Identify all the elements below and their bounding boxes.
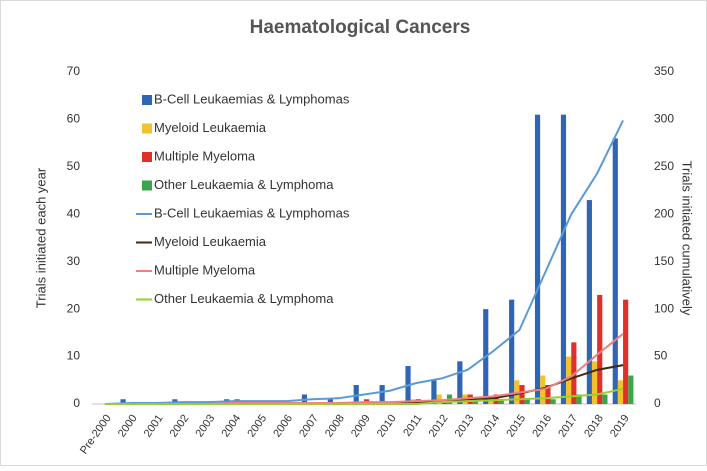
y-tick-label: 50 [67,159,81,173]
legend-label: B-Cell Leukaemias & Lymphomas [154,205,350,220]
bar [519,385,525,404]
bar [488,399,494,404]
y2-tick-label: 250 [654,159,674,173]
bar [597,294,603,404]
bar [586,200,592,404]
y2-tick-label: 150 [654,254,674,268]
bar [623,299,629,404]
bar [534,114,541,404]
bar [353,385,359,404]
y-tick-label: 0 [73,396,80,410]
y2-tick-label: 200 [654,206,674,220]
bar [120,399,126,404]
line [104,119,624,405]
y2-tick-label: 100 [654,301,674,315]
bar [379,385,385,404]
bar [628,375,634,404]
line [104,387,624,405]
y-axis-label: Trials initiated each year [33,167,48,308]
bar [602,394,608,404]
legend-swatch [142,180,152,191]
y-tick-label: 40 [67,206,81,220]
y2-tick-label: 0 [654,396,661,410]
y2-tick-label: 50 [654,349,668,363]
bar [576,394,582,404]
bar [550,399,556,404]
legend-label: Multiple Myeloma [154,262,256,277]
y-tick-label: 20 [67,301,81,315]
legend-swatch [142,152,152,162]
bar [617,380,624,404]
legend-swatch [142,95,152,105]
bar [545,385,551,404]
y-tick-label: 30 [67,254,81,268]
legend-label: Multiple Myeloma [154,148,256,163]
y2-tick-label: 300 [654,112,674,126]
bar [498,399,504,404]
y2-axis-label: Trials initiated cumulatively [680,161,695,316]
y-tick-label: 60 [67,112,81,126]
legend-label: Other Leukaemia & Lymphoma [154,291,334,306]
bar [524,399,530,404]
bar [560,114,567,404]
legend-label: B-Cell Leukaemias & Lymphomas [154,91,350,106]
bar [457,361,463,404]
chart-title: Haematological Cancers [250,17,471,38]
legend-label: Myeloid Leukaemia [154,120,267,135]
y2-tick-label: 350 [654,64,674,78]
y-tick-label: 10 [67,349,81,363]
bar [612,138,618,404]
y-tick-label: 70 [67,64,81,78]
bar [431,380,437,404]
legend-label: Other Leukaemia & Lymphoma [154,177,334,192]
bar [591,361,598,404]
bar [509,299,515,404]
bar [436,394,442,404]
bar [327,399,333,404]
legend-swatch [142,123,152,134]
legend-label: Myeloid Leukaemia [154,234,267,249]
